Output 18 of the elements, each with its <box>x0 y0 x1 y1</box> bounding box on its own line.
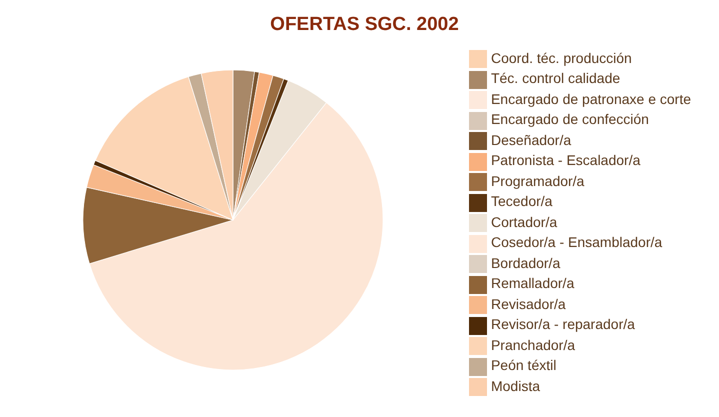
legend-label: Modista <box>490 378 540 394</box>
legend-label: Remallador/a <box>490 275 574 292</box>
chart-title: OFERTAS SGC. 2002 <box>269 13 460 37</box>
legend-label: Cortador/a <box>490 214 558 230</box>
legend-label: Encargado de confección <box>490 111 649 128</box>
legend-label: Téc. control calidade <box>490 70 620 86</box>
legend-label: Cosedor/a - Ensamblador/a <box>490 234 662 250</box>
legend-label: Tecedor/a <box>490 193 552 210</box>
legend-label: Deseñador/a <box>490 132 572 148</box>
legend-label: Programador/a <box>490 172 584 189</box>
legend-label: Revisor/a - reparador/a <box>490 316 635 332</box>
legend-label: Bordador/a <box>490 254 560 271</box>
legend-label: Patronista - Escalador/a <box>490 152 640 168</box>
legend-label: Encargado de patronaxe e corte <box>490 90 691 107</box>
legend-label: Peón téxtil <box>490 357 556 374</box>
legend-label: Coord. téc. producción <box>490 50 632 66</box>
legend-label: Pranchador/a <box>490 336 576 353</box>
legend-label: Revisador/a <box>490 296 566 312</box>
